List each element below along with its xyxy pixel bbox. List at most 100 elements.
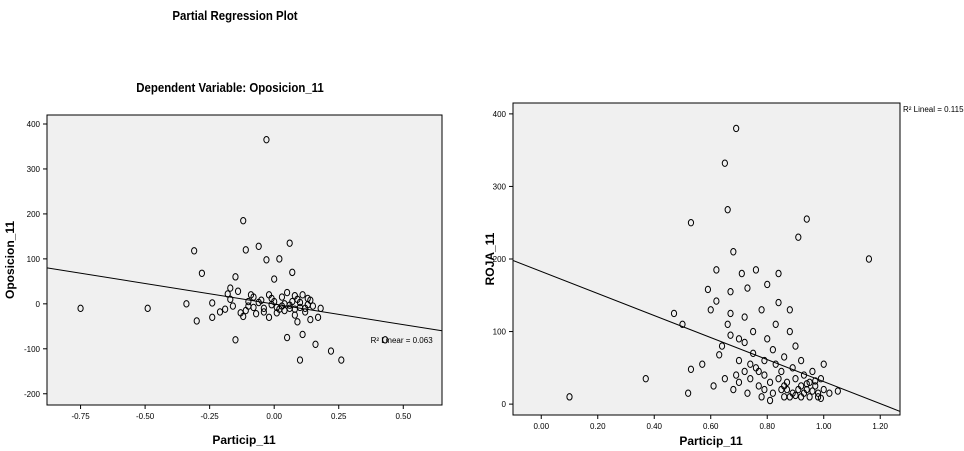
data-point: [772, 360, 779, 368]
data-point: [812, 382, 819, 390]
data-point: [260, 308, 267, 316]
data-point: [193, 317, 200, 325]
data-point: [276, 255, 283, 263]
data-point: [209, 299, 216, 307]
x-tick-label: 1.20: [872, 422, 888, 431]
data-point: [820, 360, 827, 368]
data-point: [255, 242, 262, 250]
data-point: [278, 293, 286, 301]
plot-area: [46, 114, 443, 406]
data-point: [727, 287, 734, 296]
data-point: [240, 216, 247, 225]
data-point: [778, 367, 785, 376]
data-point: [642, 375, 649, 383]
data-point: [772, 320, 779, 329]
data-point: [775, 269, 782, 278]
data-point: [253, 310, 260, 318]
data-point: [289, 268, 296, 277]
data-point: [317, 304, 324, 313]
data-point: [276, 305, 283, 313]
data-point: [144, 304, 151, 313]
data-point: [766, 396, 774, 405]
data-point: [302, 308, 309, 316]
y-tick-label: 100: [493, 328, 507, 337]
data-point: [786, 306, 793, 314]
y-tick-label: 0: [36, 300, 41, 309]
data-point: [77, 304, 84, 313]
data-point: [260, 304, 267, 313]
data-point: [730, 385, 737, 394]
data-point: [792, 342, 799, 350]
data-point: [733, 371, 740, 379]
data-point: [268, 294, 275, 303]
data-point: [679, 320, 686, 329]
data-point: [727, 309, 734, 318]
data-point: [789, 364, 796, 372]
x-axis-label: Particip_11: [212, 433, 276, 447]
data-point: [232, 273, 239, 281]
data-point: [242, 246, 249, 254]
data-point: [716, 351, 723, 359]
data-point: [710, 382, 717, 390]
data-point: [338, 356, 345, 364]
data-point: [699, 360, 706, 368]
data-point: [761, 371, 768, 379]
data-point: [183, 300, 190, 308]
data-point: [704, 285, 712, 294]
data-point: [307, 315, 314, 324]
data-point: [299, 291, 306, 299]
plot-area: [512, 102, 901, 416]
data-point: [283, 333, 291, 342]
data-point: [263, 136, 270, 144]
x-tick-label: 1.00: [816, 422, 832, 431]
data-point: [826, 389, 833, 397]
data-point: [733, 124, 740, 133]
x-tick-label: 0.00: [533, 422, 549, 431]
data-point: [792, 375, 799, 383]
r-squared-label: R² Linear = 0.063: [371, 336, 434, 345]
data-point: [687, 365, 695, 373]
data-point: [741, 313, 748, 321]
data-point: [769, 345, 776, 354]
y-tick-label: 300: [27, 165, 41, 174]
data-point: [758, 306, 765, 314]
data-point: [382, 336, 389, 344]
data-point: [817, 375, 825, 383]
data-point: [741, 367, 748, 376]
y-tick-label: 200: [27, 210, 41, 219]
x-tick-label: 0.20: [590, 422, 606, 431]
data-point: [296, 356, 304, 364]
data-point: [735, 356, 743, 365]
data-point: [817, 394, 825, 403]
data-point: [795, 233, 802, 241]
data-point: [752, 266, 760, 274]
data-point: [312, 340, 319, 349]
data-point: [227, 284, 234, 292]
data-point: [222, 305, 229, 313]
data-point: [245, 302, 252, 310]
data-point: [758, 393, 765, 401]
data-point: [761, 385, 768, 394]
data-point: [803, 215, 810, 223]
data-point: [250, 293, 257, 301]
data-point: [687, 219, 695, 227]
x-tick-label: 0.80: [759, 422, 775, 431]
data-point: [724, 205, 731, 214]
data-point: [327, 347, 335, 355]
x-tick-label: 0.50: [395, 412, 411, 421]
data-point: [798, 382, 805, 390]
data-point: [713, 297, 720, 305]
y-tick-label: 200: [493, 255, 507, 264]
x-tick-label: 0.00: [266, 412, 282, 421]
data-point: [735, 335, 743, 343]
x-tick-label: 0.25: [331, 412, 347, 421]
fit-line: [47, 267, 442, 332]
data-point: [775, 298, 782, 307]
data-point: [814, 389, 822, 397]
data-point: [721, 375, 728, 383]
data-point: [744, 284, 751, 292]
data-point: [724, 320, 731, 329]
data-point: [761, 356, 768, 365]
x-tick-label: 0.60: [703, 422, 719, 431]
x-tick-label: -0.25: [201, 412, 220, 421]
